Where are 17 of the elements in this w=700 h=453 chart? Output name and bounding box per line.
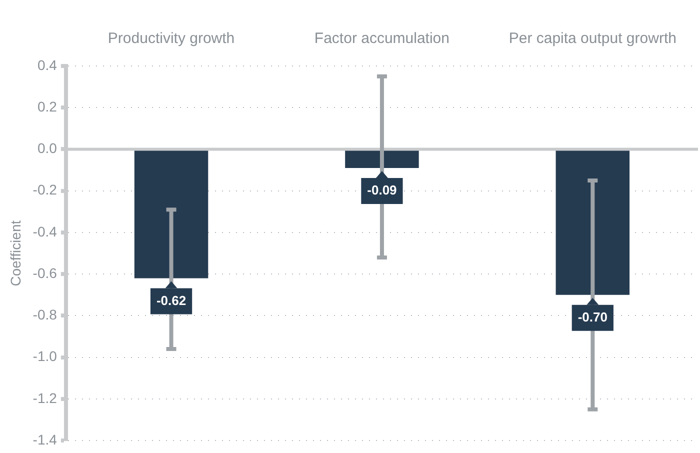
x-tick-label: Productivity growth [108,30,235,48]
y-tick-label: -0.8 [32,306,58,323]
y-tick-label: 0.4 [37,56,58,73]
y-tick-label: -0.2 [32,182,58,198]
data-label: -0.62 [156,292,186,308]
data-label: -0.09 [367,182,397,198]
x-tick-label: Factor accumulation [314,30,450,48]
y-axis-title: Coefficient [7,220,24,286]
y-tick-label: -0.4 [32,223,58,240]
x-tick-label: Per capita output growrth [508,30,676,48]
y-tick-label: 0.0 [37,140,58,156]
data-label: -0.70 [578,310,608,324]
y-tick-label: 0.2 [37,98,58,114]
y-tick-label: -1.2 [32,390,58,406]
y-tick-label: -1.4 [32,431,58,448]
y-tick-label: -0.6 [32,264,58,281]
y-tick-label: -1.0 [32,348,58,364]
